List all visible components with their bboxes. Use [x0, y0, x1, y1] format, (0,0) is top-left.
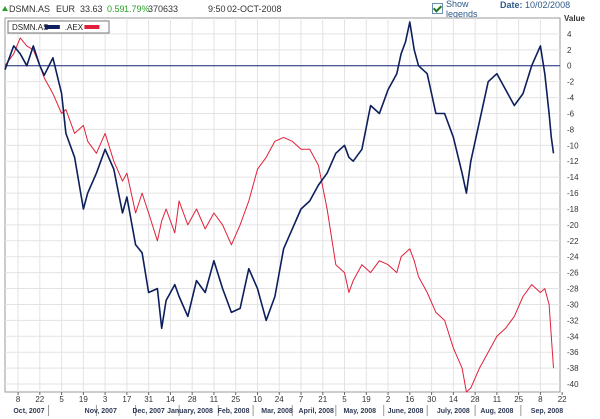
x-day-label: 22 [558, 395, 567, 404]
x-day-label: 5 [342, 395, 347, 404]
change-value: 0.59 [107, 4, 125, 14]
currency-label: EUR [56, 4, 76, 14]
x-day-label: 21 [318, 395, 327, 404]
y-tick-label: -2 [567, 78, 575, 87]
x-day-label: 19 [79, 395, 88, 404]
x-day-label: 14 [449, 395, 458, 404]
y-tick-label: -30 [567, 300, 579, 309]
legend-label: .AEX [65, 23, 84, 32]
x-day-label: 2 [386, 395, 391, 404]
y-tick-label: -12 [567, 157, 579, 166]
x-month-label: Oct, 2007 [13, 408, 44, 415]
x-month-label: April, 2008 [299, 408, 335, 415]
x-day-label: 22 [35, 395, 44, 404]
x-month-label: Aug, 2008 [480, 408, 513, 415]
date-value: 02-OCT-2008 [227, 4, 282, 14]
x-day-label: 7 [299, 395, 304, 404]
legend-swatch [84, 25, 100, 29]
time-value: 9:50 [208, 4, 226, 14]
x-day-label: 5 [59, 395, 64, 404]
y-tick-label: -40 [567, 380, 579, 389]
show-legends-checkbox-icon[interactable] [432, 3, 443, 14]
y-tick-label: -16 [567, 189, 579, 198]
x-day-label: 24 [275, 395, 284, 404]
quote-bar: DSMN.AS EUR 33.63 0.59 1.79% 370633 9:50… [0, 0, 600, 18]
x-day-label: 25 [514, 395, 523, 404]
y-tick-label: -34 [567, 332, 579, 341]
x-month-label: July, 2008 [437, 408, 470, 415]
legend-swatch [44, 25, 60, 29]
x-day-label: 3 [103, 395, 108, 404]
x-month-label: Mar, 2008 [261, 408, 293, 415]
x-month-label: January, 2008 [167, 408, 213, 415]
x-day-label: 16 [405, 395, 414, 404]
y-tick-label: -22 [567, 237, 579, 246]
legend-label: DSMN.AS [12, 23, 48, 32]
y-tick-label: -24 [567, 253, 579, 262]
change-pct-value: 1.79% [124, 4, 150, 14]
x-day-label: 28 [188, 395, 197, 404]
y-tick-label: -36 [567, 348, 579, 357]
x-month-label: Sep, 2008 [531, 408, 563, 415]
volume-value: 370633 [148, 4, 179, 14]
price-value: 33.63 [80, 4, 103, 14]
x-month-label: May, 2008 [343, 408, 376, 415]
y-tick-label: -4 [567, 94, 575, 103]
date-field[interactable]: 10/02/2008 [525, 0, 571, 10]
x-day-label: 10 [253, 395, 262, 404]
y-tick-label: -26 [567, 269, 579, 278]
x-day-label: 14 [166, 395, 175, 404]
show-legends-label[interactable]: Show legends [446, 0, 478, 19]
y-tick-label: -6 [567, 109, 575, 118]
x-day-label: 8 [538, 395, 543, 404]
y-tick-label: 0 [567, 62, 572, 71]
x-day-label: 19 [362, 395, 371, 404]
x-day-label: 31 [144, 395, 153, 404]
y-tick-label: -10 [567, 141, 579, 150]
x-day-label: 30 [427, 395, 436, 404]
x-day-label: 25 [231, 395, 240, 404]
y-tick-label: 4 [567, 30, 572, 39]
series-line-dsmn-as [4, 21, 555, 330]
x-month-label: Feb, 2008 [218, 408, 250, 415]
y-tick-label: -14 [567, 173, 579, 182]
y-tick-label: -38 [567, 364, 579, 373]
series-line-aex [4, 37, 554, 393]
up-arrow-icon [2, 6, 8, 11]
y-tick-label: -32 [567, 316, 579, 325]
y-tick-label: -28 [567, 285, 579, 294]
y-axis-title: Value [564, 14, 585, 23]
x-month-label: Nov, 2007 [85, 408, 117, 415]
y-tick-label: 2 [567, 46, 572, 55]
x-day-label: 8 [16, 395, 21, 404]
x-day-label: 11 [493, 395, 502, 404]
y-tick-label: -8 [567, 125, 575, 134]
plot-area [4, 17, 561, 393]
x-day-label: 28 [471, 395, 480, 404]
x-day-label: 11 [210, 395, 219, 404]
x-day-label: 17 [122, 395, 131, 404]
x-month-label: Dec, 2007 [132, 408, 164, 415]
date-display[interactable]: Date: 10/02/2008 [500, 0, 570, 10]
y-tick-label: -20 [567, 221, 579, 230]
symbol-label: DSMN.AS [9, 4, 51, 14]
date-label: Date: [500, 0, 523, 10]
y-tick-label: -18 [567, 205, 579, 214]
x-month-label: June, 2008 [388, 408, 424, 415]
